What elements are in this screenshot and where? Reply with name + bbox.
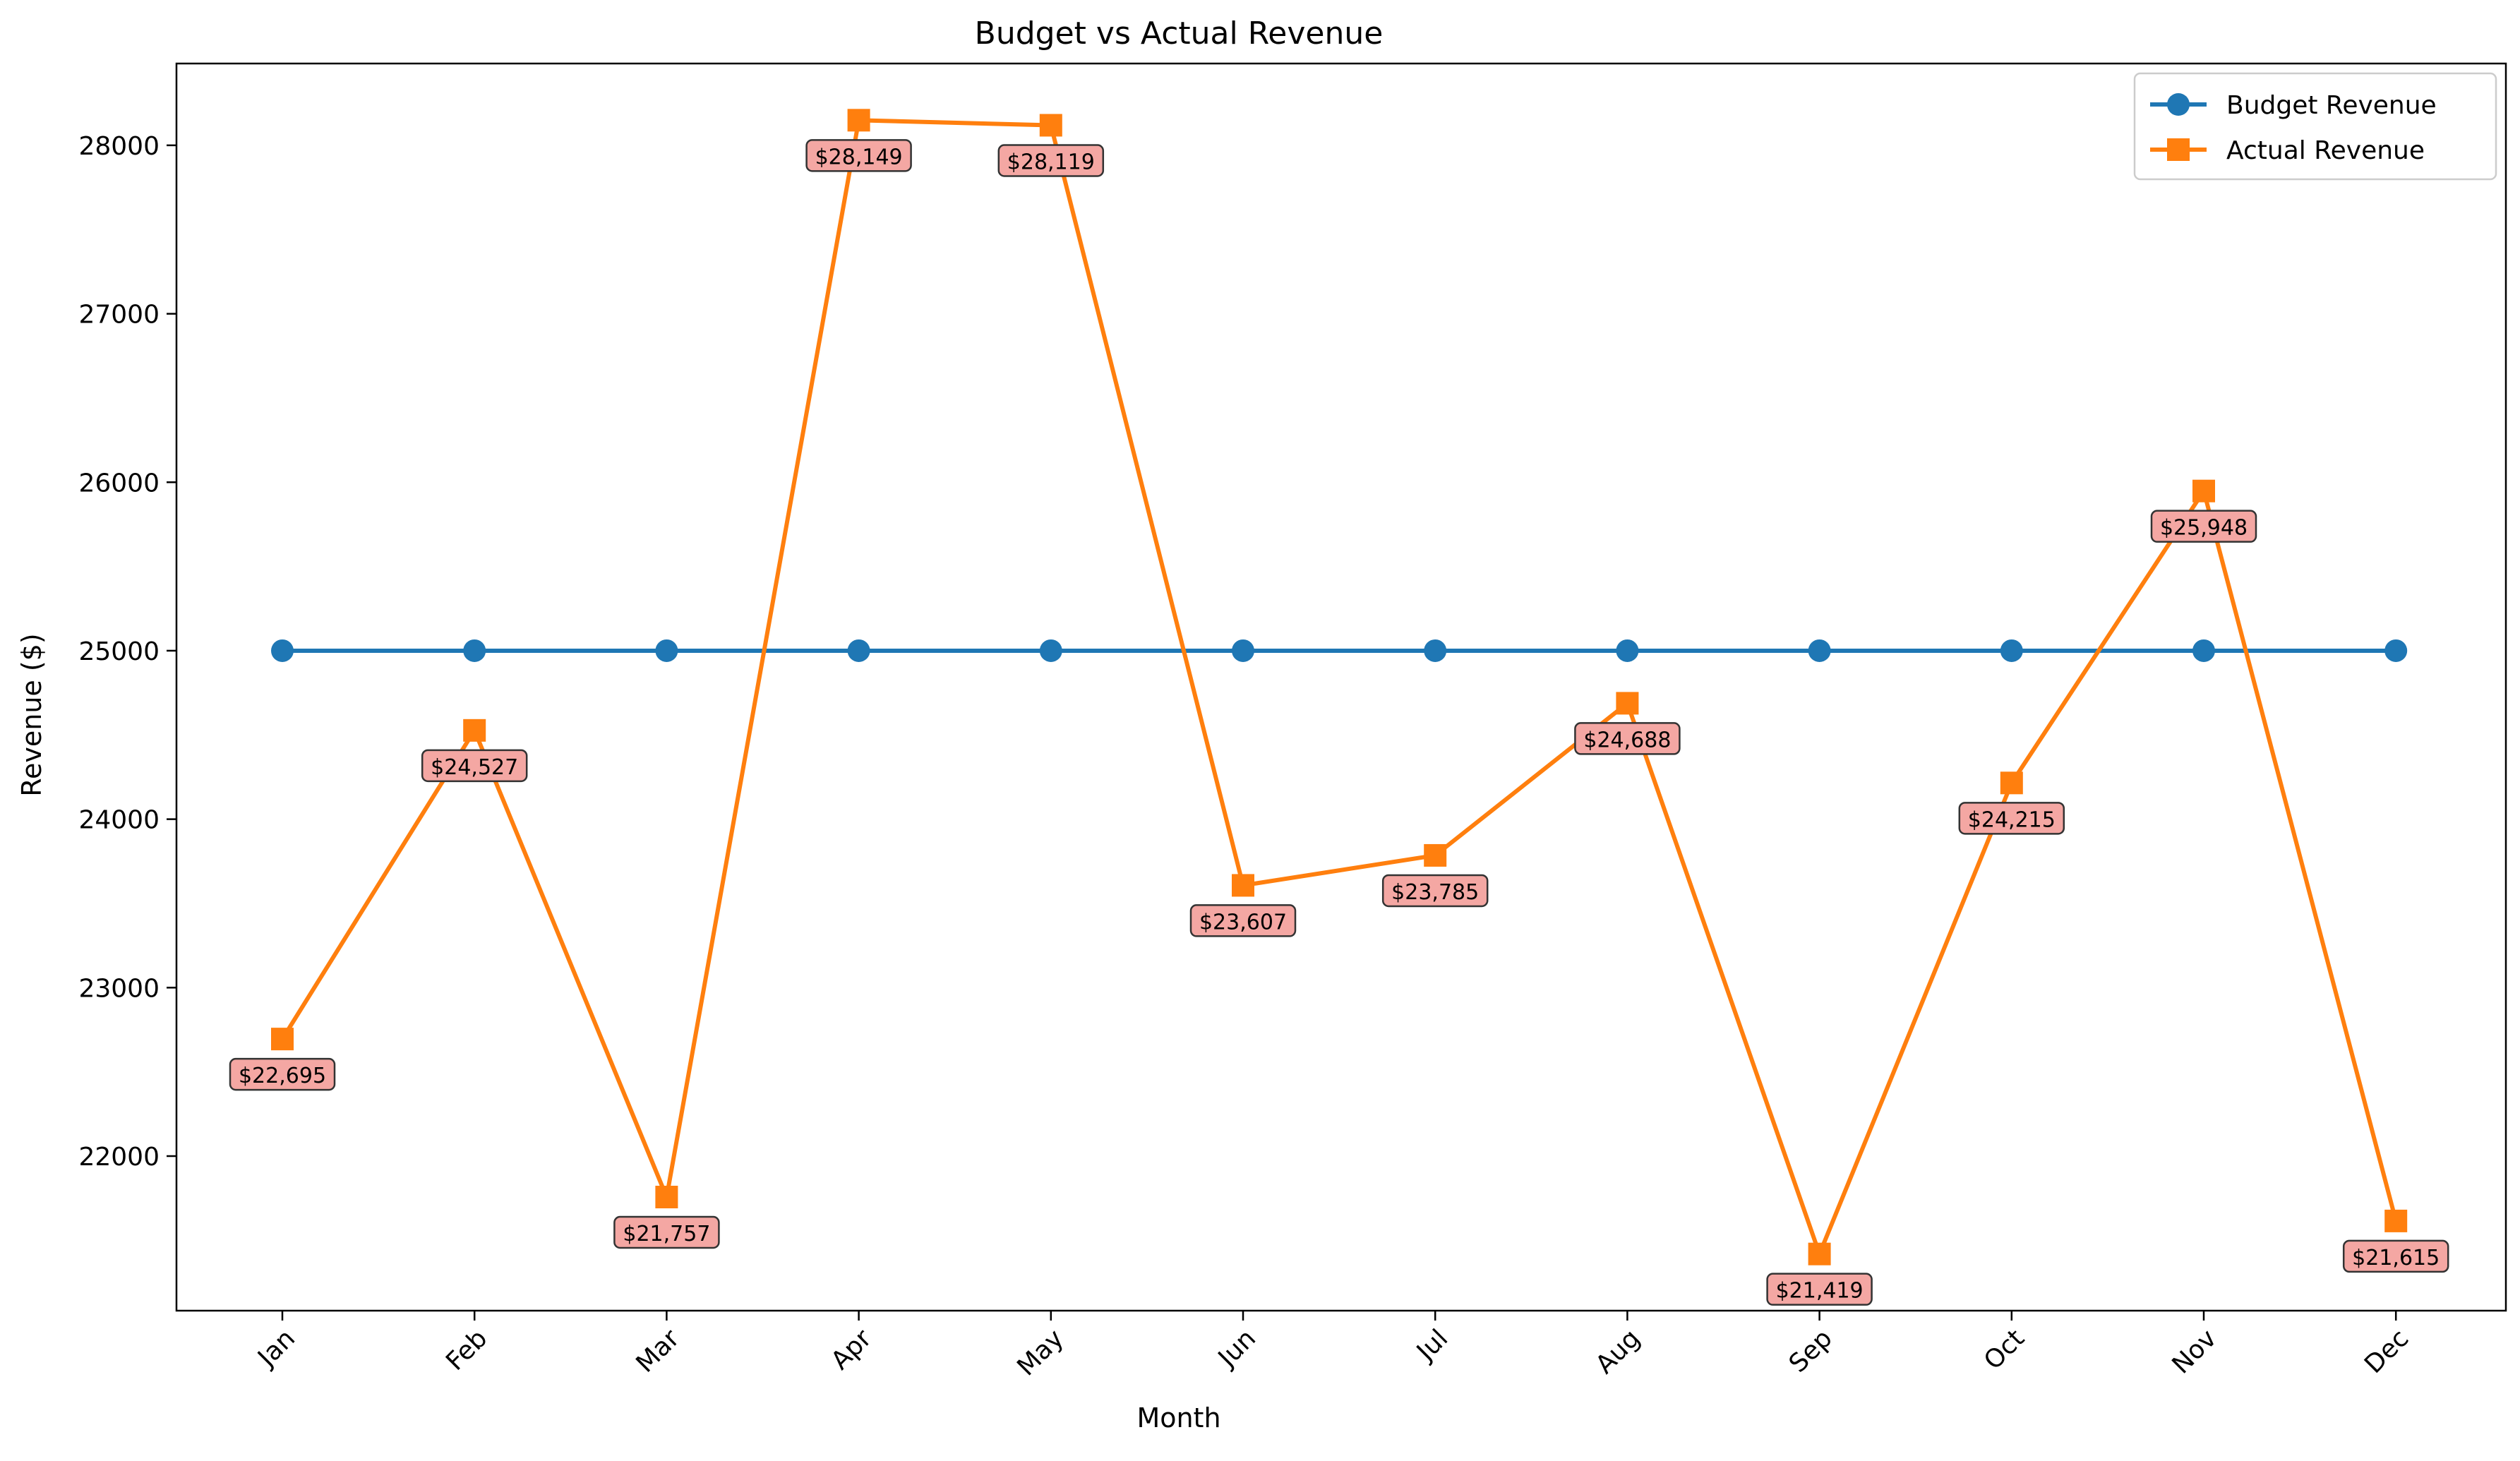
budget-point [2384,639,2408,662]
series-line-actual [280,118,2399,1256]
budget-point [1616,639,1639,662]
data-label-text: $25,948 [2160,516,2248,541]
y-tick-label: 27000 [78,301,160,330]
data-label-text: $22,695 [239,1064,326,1088]
data-label-text: $24,215 [1968,807,2056,832]
data-label-box [421,749,528,783]
x-axis-label: Month [1136,1402,1220,1433]
legend-label: Budget Revenue [2226,91,2437,120]
data-label-box [229,1057,336,1091]
actual-point [655,1186,678,1209]
data-label-box [1574,722,1681,755]
legend-marker-circle [2167,93,2190,116]
actual-point [271,1028,294,1051]
data-label-box [1958,802,2065,835]
x-tick-label: Nov [2166,1324,2222,1380]
data-label-text: $28,149 [815,145,903,169]
actual-point [1039,114,1062,137]
budget-point [463,639,486,662]
x-tick-label: May [1012,1324,1069,1382]
legend-box [2133,72,2497,181]
data-label: $25,948 [2150,510,2257,543]
actual-point [463,719,486,742]
legend: Budget Revenue Actual Revenue [2133,72,2497,181]
actual-point [1616,692,1639,715]
data-label-box [1381,874,1489,908]
data-label-box [2342,1239,2449,1273]
budget-point [271,639,294,662]
y-tick-label: 24000 [78,806,160,835]
actual-point [2000,771,2023,795]
actual-point [1232,874,1254,897]
data-label: $24,688 [1574,722,1681,755]
data-label: $24,527 [421,749,528,783]
y-tick-label: 28000 [78,132,160,161]
data-label-text: $21,757 [623,1222,710,1246]
data-label: $21,615 [2342,1239,2449,1273]
budget-point [1232,639,1254,662]
y-tick-label: 25000 [78,637,160,666]
budget-point [1808,639,1831,662]
data-label-box [1189,904,1297,937]
data-label-text: $24,527 [431,755,518,780]
data-label-box [613,1215,720,1249]
x-tick-label: Jun [1212,1324,1261,1373]
x-tick-label: Feb [440,1324,493,1376]
data-label: $28,119 [997,144,1105,177]
y-axis-label: Revenue ($) [16,633,47,796]
data-label-box [2150,510,2257,543]
data-label: $23,607 [1189,904,1297,937]
x-tick-label: Dec [2359,1324,2414,1379]
data-label: $21,757 [613,1215,720,1249]
x-tick-label: Aug [1590,1324,1646,1380]
legend-label: Actual Revenue [2226,136,2425,165]
data-label-text: $21,419 [1776,1279,1864,1304]
data-label: $22,695 [229,1057,336,1091]
budget-point [847,639,870,662]
y-tick-label: 23000 [78,974,160,1003]
data-label-text: $24,688 [1583,728,1671,752]
budget-point [1039,639,1062,662]
data-label-text: $21,615 [2352,1246,2440,1270]
y-tick-label: 22000 [78,1143,160,1172]
data-label-box [805,139,912,172]
x-tick-label: Sep [1784,1324,1838,1378]
plot-area: 22000 23000 24000 25000 26000 27000 28000 Jan Fe… [78,62,2507,1382]
x-tick-label: Oct [1979,1324,2030,1376]
chart-title: Budget vs Actual Revenue [975,16,1384,52]
data-label: $24,215 [1958,802,2065,835]
budget-point [2000,639,2023,662]
actual-point [2384,1209,2408,1232]
data-label: $28,149 [805,139,912,172]
budget-point [2192,639,2215,662]
budget-point [1424,639,1447,662]
legend-marker-square [2167,138,2190,161]
budget-point [655,639,678,662]
actual-point [2192,479,2215,503]
actual-point [847,109,870,132]
x-tick-label: Jul [1410,1324,1453,1367]
data-label-text: $23,785 [1391,880,1479,905]
data-label-text: $23,607 [1199,910,1287,934]
x-tick-label: Apr [826,1324,877,1376]
data-label: $21,419 [1766,1273,1873,1306]
x-tick-label: Jan [252,1324,301,1373]
plot-frame [175,62,2507,1312]
y-tick-label: 26000 [78,469,160,498]
actual-point [1424,843,1447,867]
actual-point [1808,1242,1831,1265]
data-label-box [997,144,1105,177]
data-label-box [1766,1273,1873,1306]
data-label: $23,785 [1381,874,1489,908]
data-label-text: $28,119 [1007,150,1095,174]
x-tick-label: Mar [631,1324,685,1378]
